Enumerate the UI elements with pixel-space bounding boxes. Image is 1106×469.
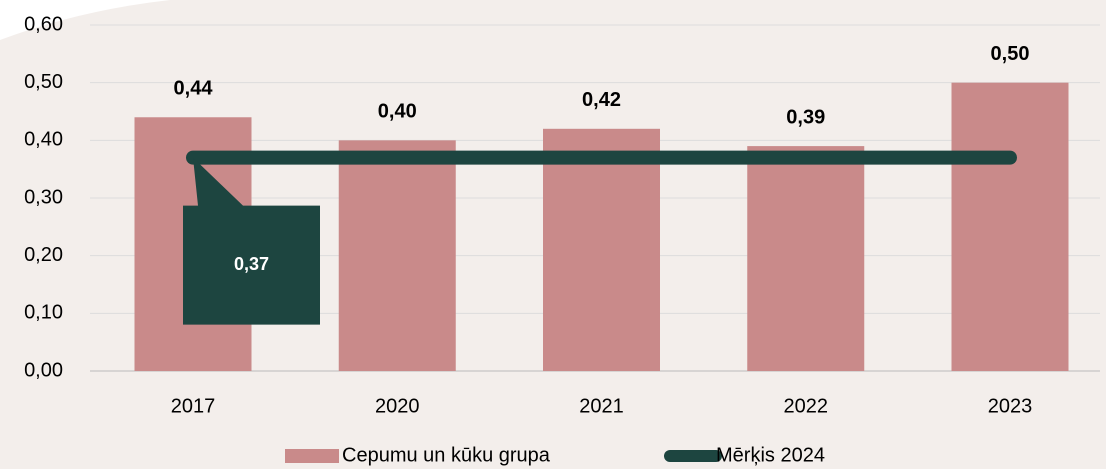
x-tick-label: 2017 xyxy=(171,395,216,417)
y-tick-label: 0,00 xyxy=(24,359,63,381)
bar-value-label: 0,40 xyxy=(378,101,417,123)
legend-swatch xyxy=(285,449,339,463)
bar xyxy=(951,82,1069,372)
bar-value-label: 0,42 xyxy=(582,89,621,111)
bar xyxy=(543,128,660,371)
bar-value-label: 0,39 xyxy=(786,106,825,128)
x-tick-label: 2020 xyxy=(375,395,420,417)
callout-box xyxy=(183,157,320,325)
bar xyxy=(747,146,865,371)
bar-value-label: 0,50 xyxy=(991,43,1030,65)
bar-value-label: 0,44 xyxy=(174,78,214,100)
y-tick-label: 0,40 xyxy=(24,129,63,151)
corner-decoration xyxy=(0,0,170,40)
bar xyxy=(338,140,456,371)
legend-label: Cepumu un kūku grupa xyxy=(342,444,551,466)
y-tick-label: 0,10 xyxy=(24,302,63,324)
y-tick-label: 0,60 xyxy=(24,13,63,35)
x-tick-label: 2023 xyxy=(988,395,1033,417)
callout-label: 0,37 xyxy=(234,254,269,274)
y-tick-label: 0,20 xyxy=(24,244,63,266)
legend-label: Mērķis 2024 xyxy=(716,444,825,466)
x-tick-label: 2022 xyxy=(784,395,829,417)
y-tick-label: 0,50 xyxy=(24,71,63,93)
x-tick-label: 2021 xyxy=(579,395,624,417)
y-tick-label: 0,30 xyxy=(24,186,63,208)
